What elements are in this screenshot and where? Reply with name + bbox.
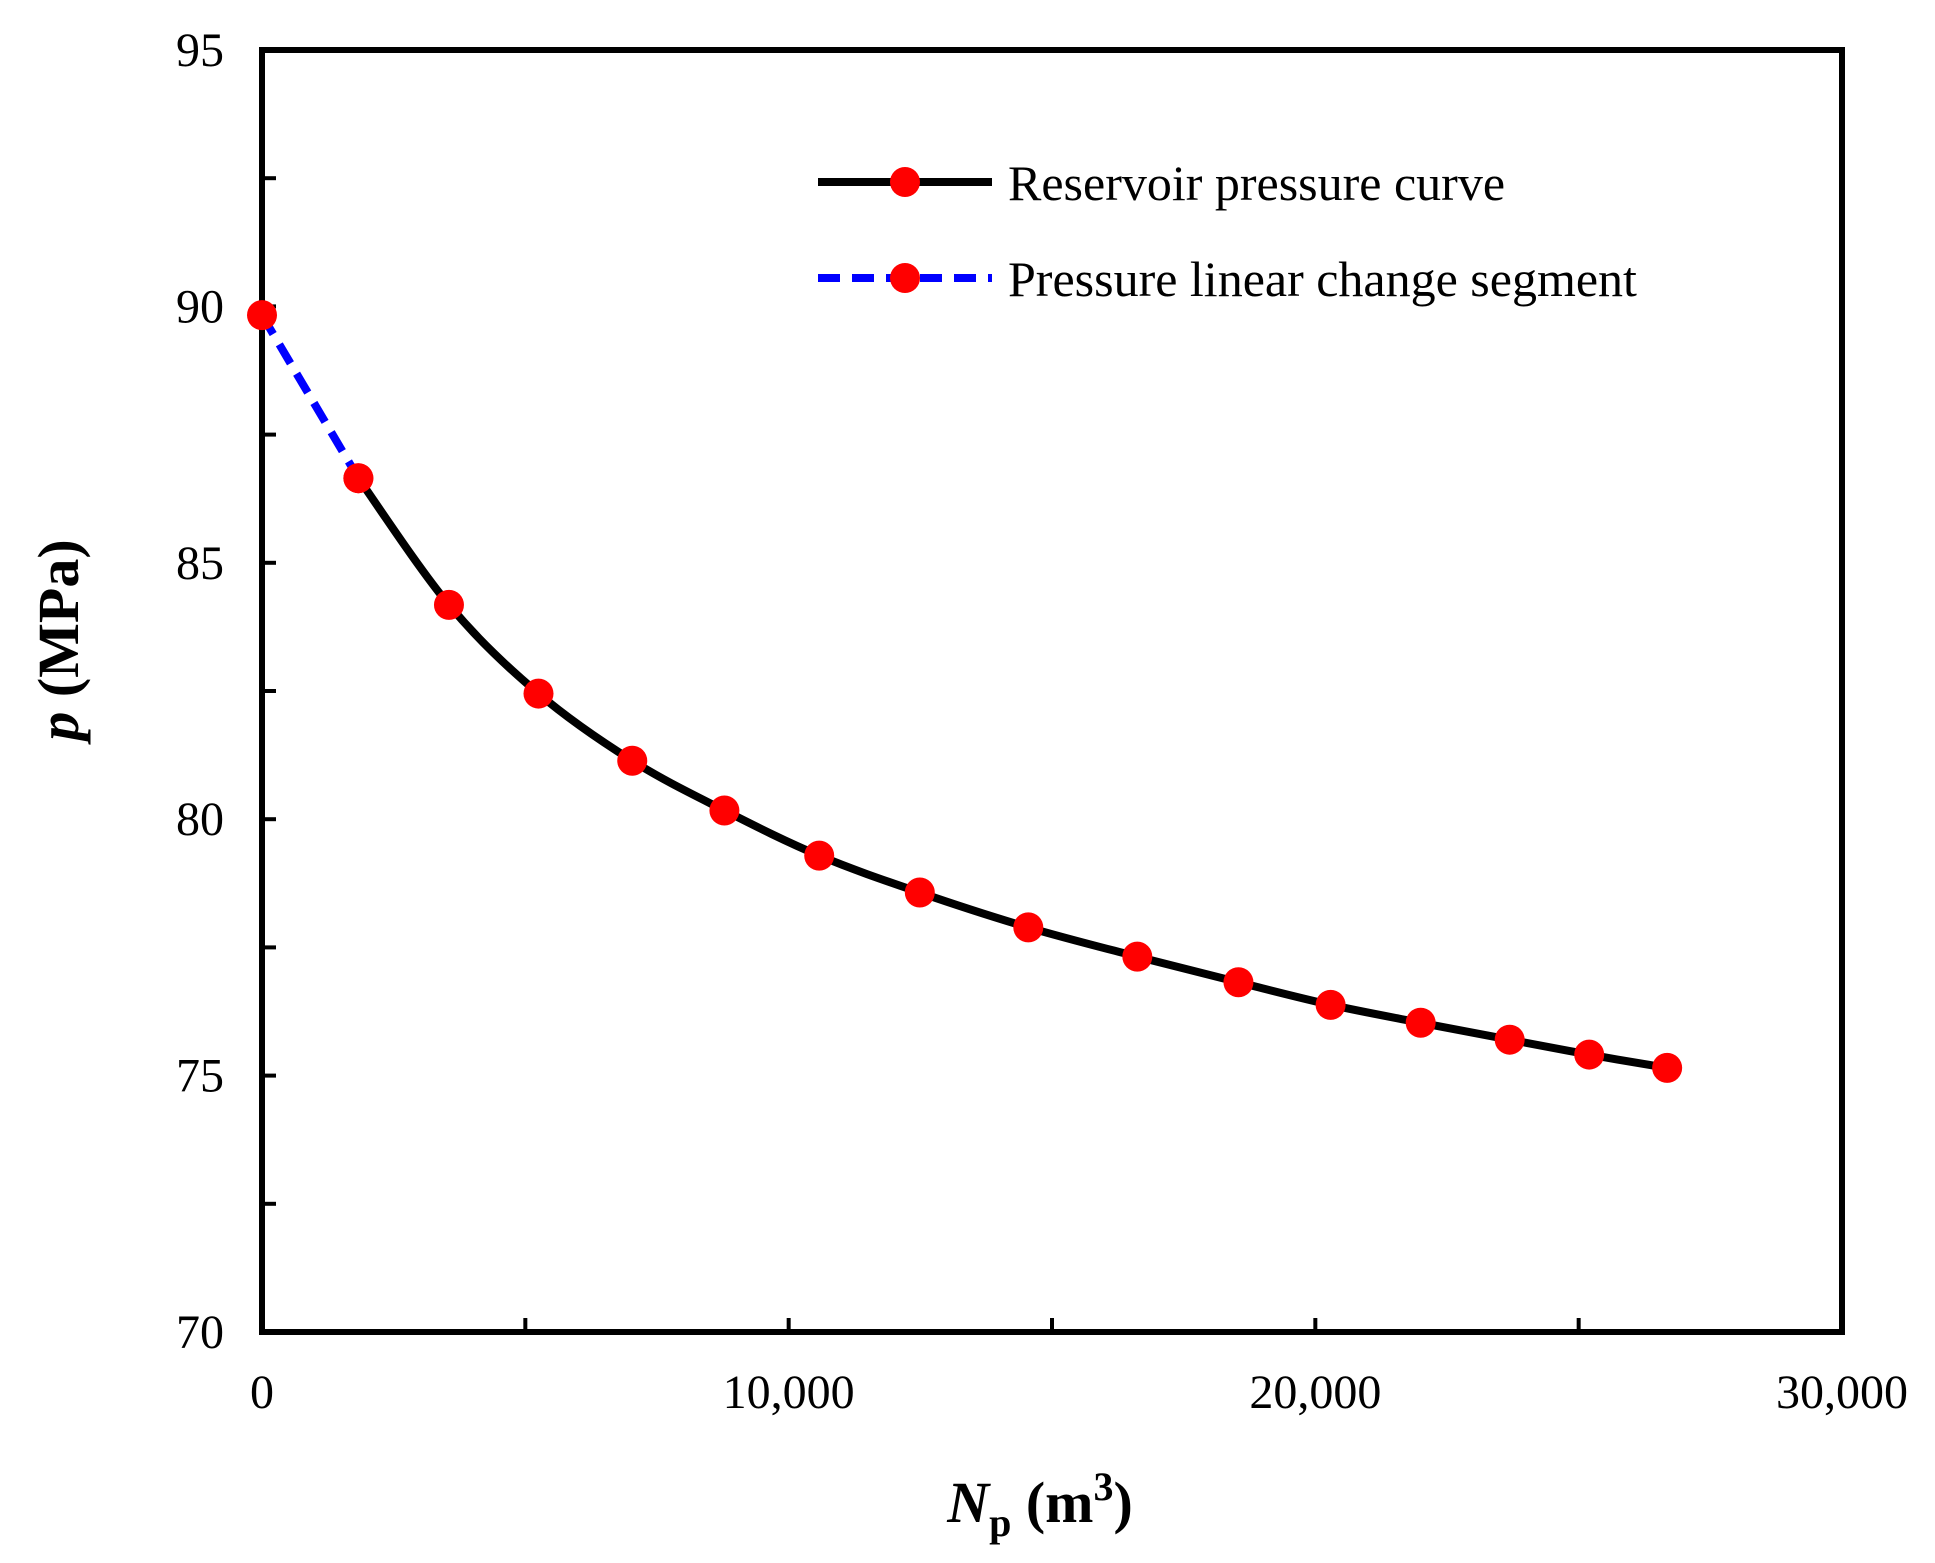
data-point (617, 745, 648, 776)
legend-marker-reservoir (890, 167, 920, 197)
y-axis-title: p (MPa) (26, 539, 91, 745)
x-tick-label: 30,000 (1776, 1366, 1908, 1419)
data-point (804, 840, 835, 871)
legend-label-linear: Pressure linear change segment (1008, 251, 1637, 307)
y-tick-label: 80 (176, 793, 224, 846)
x-tick-label: 0 (250, 1366, 274, 1419)
data-point (1652, 1052, 1683, 1083)
series-line-1 (258, 313, 362, 481)
x-axis-unit-close: ) (1113, 1470, 1132, 1535)
data-point (1315, 989, 1346, 1020)
x-tick-label: 10,000 (723, 1366, 855, 1419)
data-point (1223, 967, 1254, 998)
data-point (1122, 941, 1153, 972)
data-point (1494, 1024, 1525, 1055)
x-axis-title: Np (m3) (946, 1464, 1133, 1545)
x-tick-label: 20,000 (1249, 1366, 1381, 1419)
data-point (247, 300, 277, 331)
data-point (1013, 912, 1044, 943)
legend: Reservoir pressure curve Pressure linear… (818, 155, 1637, 307)
data-point (1574, 1039, 1605, 1070)
marker-layer (247, 300, 1683, 1083)
data-point (709, 795, 740, 826)
y-tick-labels: 70 75 80 85 90 95 (176, 24, 224, 1359)
y-axis-symbol: p (26, 712, 91, 746)
y-tick-label: 75 (176, 1050, 224, 1103)
data-point (343, 463, 374, 494)
y-tick-label: 70 (176, 1306, 224, 1359)
data-point (523, 678, 554, 709)
x-axis-subscript: p (989, 1500, 1011, 1545)
plot-area (259, 47, 1845, 1335)
legend-label-reservoir: Reservoir pressure curve (1008, 155, 1505, 211)
y-tick-label: 85 (176, 537, 224, 590)
y-tick-label: 90 (176, 280, 224, 333)
data-point (433, 589, 464, 620)
x-axis-unit-open: (m (1011, 1470, 1093, 1535)
x-tick-labels: 0 10,000 20,000 30,000 (250, 1366, 1908, 1419)
legend-marker-linear (890, 263, 920, 293)
data-point (1405, 1007, 1436, 1038)
x-axis-symbol: N (946, 1470, 991, 1535)
y-tick-label: 95 (176, 24, 224, 77)
x-axis-unit-sup: 3 (1093, 1464, 1113, 1509)
y-axis-unit: (MPa) (26, 539, 91, 711)
data-point (904, 877, 935, 908)
